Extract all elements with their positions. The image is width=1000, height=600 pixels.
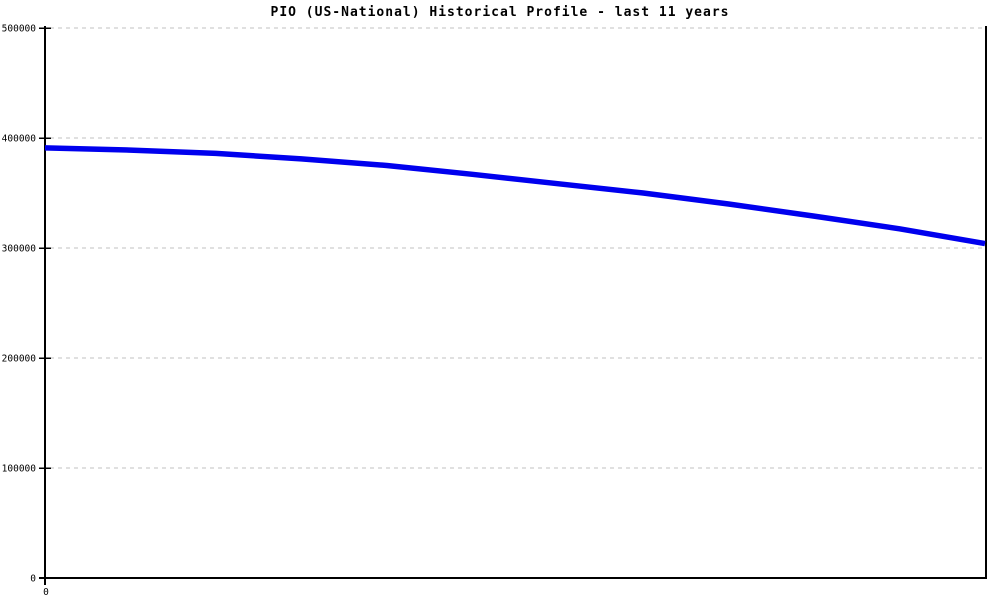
data-line	[44, 145, 986, 247]
y-tick-label: 500000	[2, 24, 37, 35]
y-tick-label: 0	[30, 574, 36, 585]
y-tick-label: 300000	[2, 244, 37, 255]
y-tick-label: 100000	[2, 464, 37, 475]
x-tick-label: 0	[43, 587, 49, 598]
y-tick-label: 400000	[2, 134, 37, 145]
y-tick-label: 200000	[2, 354, 37, 365]
chart-title: PIO (US-National) Historical Profile - l…	[270, 5, 730, 20]
